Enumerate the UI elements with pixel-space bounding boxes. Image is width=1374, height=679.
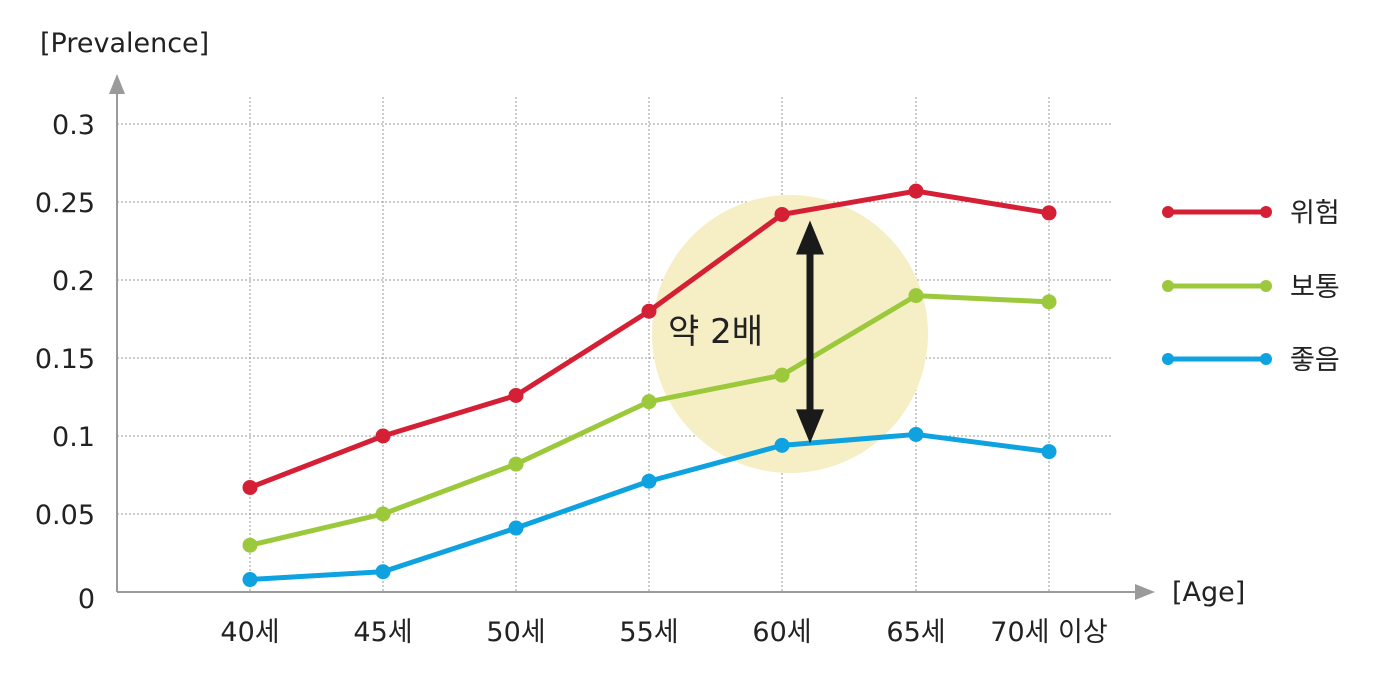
data-point (908, 426, 924, 442)
x-axis-title: [Age] (1172, 577, 1245, 608)
data-point (508, 387, 524, 403)
data-point (375, 564, 391, 580)
legend-dot (1162, 206, 1174, 218)
annotation-label: 약 2배 (668, 312, 763, 352)
y-tick-label: 0.1 (52, 422, 95, 453)
series-lines (242, 183, 1057, 588)
y-tick-label: 0.05 (35, 500, 95, 531)
y-tick-label: 0 (78, 584, 95, 615)
data-point (375, 428, 391, 444)
data-point (508, 456, 524, 472)
x-tick-labels: 40세 45세 50세 55세 60세 65세 70세 이상 (220, 617, 1107, 648)
data-point (242, 572, 258, 588)
annotation-arrow (796, 220, 824, 444)
grid-lines (117, 97, 1112, 592)
data-point (1041, 294, 1057, 310)
data-point (774, 367, 790, 383)
data-point (1041, 444, 1057, 460)
arrow-head-bottom (796, 409, 824, 444)
x-tick-label: 55세 (619, 617, 678, 648)
legend-label: 좋음 (1290, 345, 1340, 376)
data-point (641, 473, 657, 489)
data-point (641, 394, 657, 410)
x-tick-label: 65세 (886, 617, 945, 648)
legend-label: 위험 (1290, 198, 1340, 229)
x-tick-label: 40세 (220, 617, 279, 648)
y-tick-label: 0.3 (52, 110, 95, 141)
x-tick-label: 70세 이상 (990, 617, 1107, 648)
y-axis-title: [Prevalence] (40, 28, 209, 59)
legend-dot (1260, 206, 1272, 218)
legend-dot (1162, 353, 1174, 365)
data-point (641, 303, 657, 319)
x-tick-label: 60세 (752, 617, 811, 648)
x-axis-arrowhead (1135, 584, 1155, 600)
y-tick-label: 0.15 (35, 344, 95, 375)
legend-label: 보통 (1290, 272, 1340, 303)
x-tick-label: 45세 (353, 617, 412, 648)
annotation-highlight (652, 195, 928, 473)
legend-dot (1260, 353, 1272, 365)
data-point (242, 479, 258, 495)
data-point (774, 206, 790, 222)
y-axis-arrowhead (109, 74, 125, 94)
series-line (249, 188, 1050, 490)
data-point (908, 183, 924, 199)
data-point (1041, 205, 1057, 221)
data-point (242, 537, 258, 553)
y-tick-label: 0.2 (52, 266, 95, 297)
axes (109, 74, 1155, 600)
data-point (774, 437, 790, 453)
data-point (375, 506, 391, 522)
arrow-head-top (796, 220, 824, 255)
legend-dot (1260, 280, 1272, 292)
highlight-circle (652, 195, 928, 473)
y-tick-label: 0.25 (35, 188, 95, 219)
legend-dot (1162, 280, 1174, 292)
x-tick-label: 50세 (486, 617, 545, 648)
data-point (908, 288, 924, 304)
y-tick-labels: 0 0.05 0.1 0.15 0.2 0.25 0.3 (35, 110, 95, 615)
data-point (508, 520, 524, 536)
